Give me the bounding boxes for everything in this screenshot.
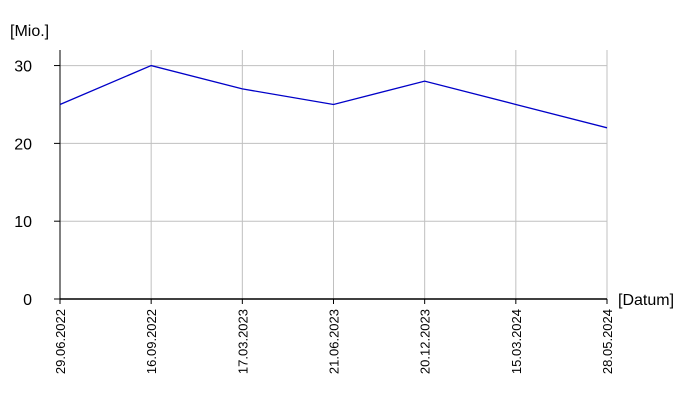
x-tick-label: 15.03.2024 bbox=[509, 309, 524, 374]
y-tick-label: 10 bbox=[14, 214, 32, 231]
line bbox=[59, 64, 608, 129]
y-axis-label: [Mio.] bbox=[10, 23, 49, 40]
y-tick-label: 20 bbox=[14, 136, 32, 153]
x-tick-label: 17.03.2023 bbox=[235, 309, 250, 374]
x-tick-label: 21.06.2023 bbox=[327, 309, 342, 374]
x-axis-label: [Datum] bbox=[618, 292, 674, 309]
x-tick-label: 16.09.2022 bbox=[144, 309, 159, 374]
y-tick-label: 0 bbox=[23, 292, 32, 309]
x-tick-label: 29.06.2022 bbox=[53, 309, 68, 374]
x-tick-label: 20.12.2023 bbox=[418, 309, 433, 374]
x-tick-label: 28.05.2024 bbox=[600, 309, 615, 374]
y-tick-label: 30 bbox=[14, 59, 32, 76]
